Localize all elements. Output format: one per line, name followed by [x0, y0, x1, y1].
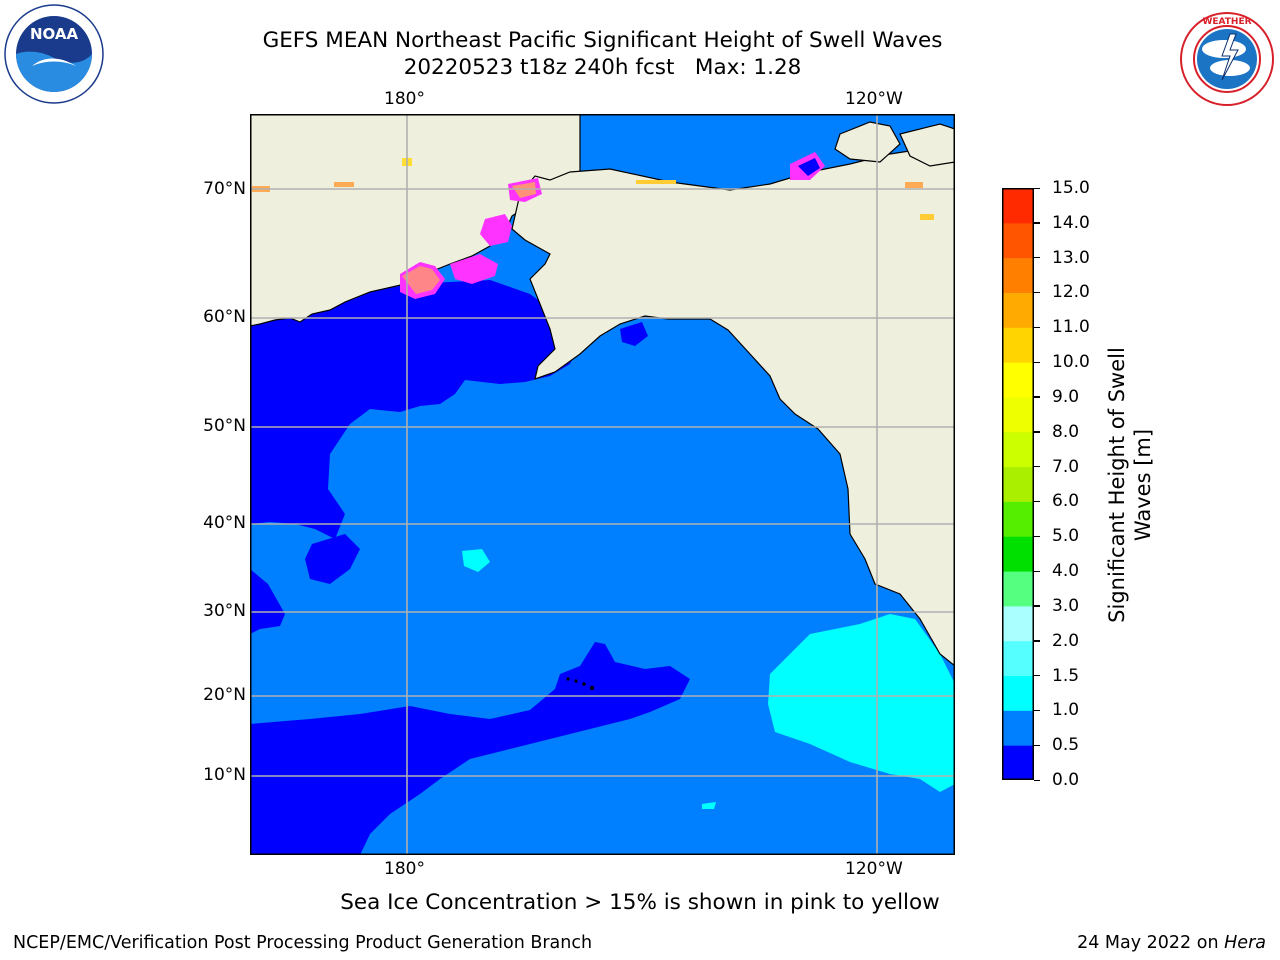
- colorbar-tick-mark: [1034, 187, 1040, 189]
- colorbar-tick-label: 13.0: [1052, 247, 1090, 268]
- colorbar-segment: [1002, 396, 1034, 433]
- map-border: [250, 114, 955, 855]
- colorbar-segment: [1002, 327, 1034, 363]
- colorbar-tick-label: 14.0: [1052, 212, 1090, 233]
- colorbar-tick-label: 3.0: [1052, 595, 1080, 616]
- colorbar-segment: [1002, 710, 1034, 746]
- swell-1-0-1-5-mid: [462, 549, 490, 572]
- colorbar-segment: [1002, 188, 1034, 224]
- colorbar-tick-label: 15.0: [1052, 178, 1090, 198]
- lat-label-40n: 40°N: [203, 513, 246, 533]
- footer-credit: NCEP/EMC/Verification Post Processing Pr…: [13, 933, 593, 953]
- colorbar-label: Significant Height of Swell Waves [m]: [1105, 347, 1155, 623]
- colorbar-tick-mark: [1034, 779, 1040, 781]
- lat-label-10n: 10°N: [203, 765, 246, 785]
- colorbar-tick-mark: [1034, 326, 1040, 329]
- colorbar-tick-label: 2.0: [1052, 630, 1080, 651]
- colorbar-tick-mark: [1034, 675, 1040, 677]
- footer-host: Hera: [1224, 933, 1266, 953]
- svg-text:NOAA: NOAA: [30, 25, 79, 43]
- colorbar-tick-label: 8.0: [1052, 421, 1080, 442]
- map-svg: [249, 113, 956, 855]
- swell-0-0-5-west-blob: [250, 569, 285, 634]
- swell-0-0-5-mid-blob: [305, 534, 360, 584]
- colorbar-tick-mark: [1034, 291, 1040, 294]
- swell-1-0-1-5-east: [768, 614, 955, 792]
- colorbar-segment: [1002, 536, 1034, 572]
- swell-0-0-5-north: [250, 280, 575, 539]
- colorbar-svg: [1002, 188, 1034, 781]
- colorbar-tick-label: 11.0: [1052, 317, 1090, 338]
- colorbar-tick-mark: [1034, 640, 1040, 642]
- colorbar-tick-mark: [1034, 361, 1040, 363]
- colorbar-tick-label: 0.0: [1052, 770, 1080, 790]
- land-alaska-canada: [511, 143, 956, 668]
- colorbar-tick-label: 1.0: [1052, 700, 1080, 721]
- chart-subtitle: 20220523 t18z 240h fcst Max: 1.28: [403, 55, 802, 80]
- colorbar-segment: [1002, 501, 1034, 537]
- colorbar-tick-label: 1.5: [1052, 665, 1080, 686]
- colorbar-frame: [1002, 188, 1034, 780]
- lat-label-20n: 20°N: [203, 685, 246, 705]
- colorbar-segment: [1002, 466, 1034, 502]
- lat-label-50n: 50°N: [203, 416, 246, 436]
- colorbar-tick-label: 10.0: [1052, 352, 1090, 373]
- colorbar-tick-mark: [1034, 222, 1040, 224]
- colorbar-tick-label: 12.0: [1052, 282, 1090, 303]
- map-gridlines: [250, 114, 955, 855]
- colorbar-segment: [1002, 745, 1034, 781]
- colorbar-tick-mark: [1034, 466, 1040, 468]
- colorbar-tick-label: 4.0: [1052, 561, 1080, 582]
- colorbar-segment: [1002, 640, 1034, 677]
- colorbar-tick-mark: [1034, 535, 1040, 538]
- hawaii-islands: [566, 677, 595, 691]
- colorbar-tick-label: 5.0: [1052, 526, 1080, 547]
- svg-text:WEATHER: WEATHER: [1202, 17, 1251, 27]
- lat-label-30n: 30°N: [203, 601, 246, 621]
- lon-label-bottom-120w: 120°W: [845, 859, 903, 879]
- colorbar-segment: [1002, 257, 1034, 293]
- lon-label-bottom-180: 180°: [384, 859, 425, 879]
- colorbar-tick-label: 6.0: [1052, 491, 1080, 512]
- swell-1-0-1-5-small: [702, 802, 716, 809]
- national-weather-service-logo: WEATHER: [1172, 4, 1276, 108]
- footer-date-text: 24 May 2022 on: [1077, 933, 1219, 953]
- swell-0-0-5-gulf: [620, 322, 648, 346]
- colorbar-segment: [1002, 605, 1034, 642]
- colorbar-tick-mark: [1034, 431, 1040, 433]
- colorbar-segment: [1002, 292, 1034, 328]
- colorbar-segment: [1002, 675, 1034, 711]
- colorbar-tick-label: 9.0: [1052, 386, 1080, 407]
- colorbar-tick-mark: [1034, 500, 1040, 503]
- colorbar-tick-mark: [1034, 744, 1040, 746]
- colorbar-segment: [1002, 431, 1034, 468]
- colorbar-tick-label: 7.0: [1052, 456, 1080, 477]
- noaa-logo: NOAA: [2, 4, 106, 108]
- lat-label-60n: 60°N: [203, 307, 246, 327]
- colorbar-tick-mark: [1034, 605, 1040, 607]
- colorbar-tick-mark: [1034, 709, 1040, 712]
- colorbar-tick-mark: [1034, 257, 1040, 259]
- lon-label-top-120w: 120°W: [845, 89, 903, 109]
- lat-label-70n: 70°N: [203, 179, 246, 199]
- colorbar-segment: [1002, 362, 1034, 398]
- colorbar-segment: [1002, 222, 1034, 259]
- colorbar-segment: [1002, 571, 1034, 607]
- colorbar: [1002, 188, 1034, 781]
- footer-date: 24 May 2022 on Hera: [1077, 931, 1266, 955]
- sea-ice-caption: Sea Ice Concentration > 15% is shown in …: [340, 890, 940, 915]
- colorbar-tick-label: 0.5: [1052, 735, 1080, 756]
- colorbar-tick-mark: [1034, 396, 1040, 398]
- colorbar-tick-mark: [1034, 570, 1040, 572]
- chart-title: GEFS MEAN Northeast Pacific Significant …: [262, 28, 943, 53]
- lon-label-top-180: 180°: [384, 89, 425, 109]
- sea-ice: [252, 152, 934, 299]
- map-frame: [249, 113, 956, 855]
- land-arctic-island: [834, 121, 901, 163]
